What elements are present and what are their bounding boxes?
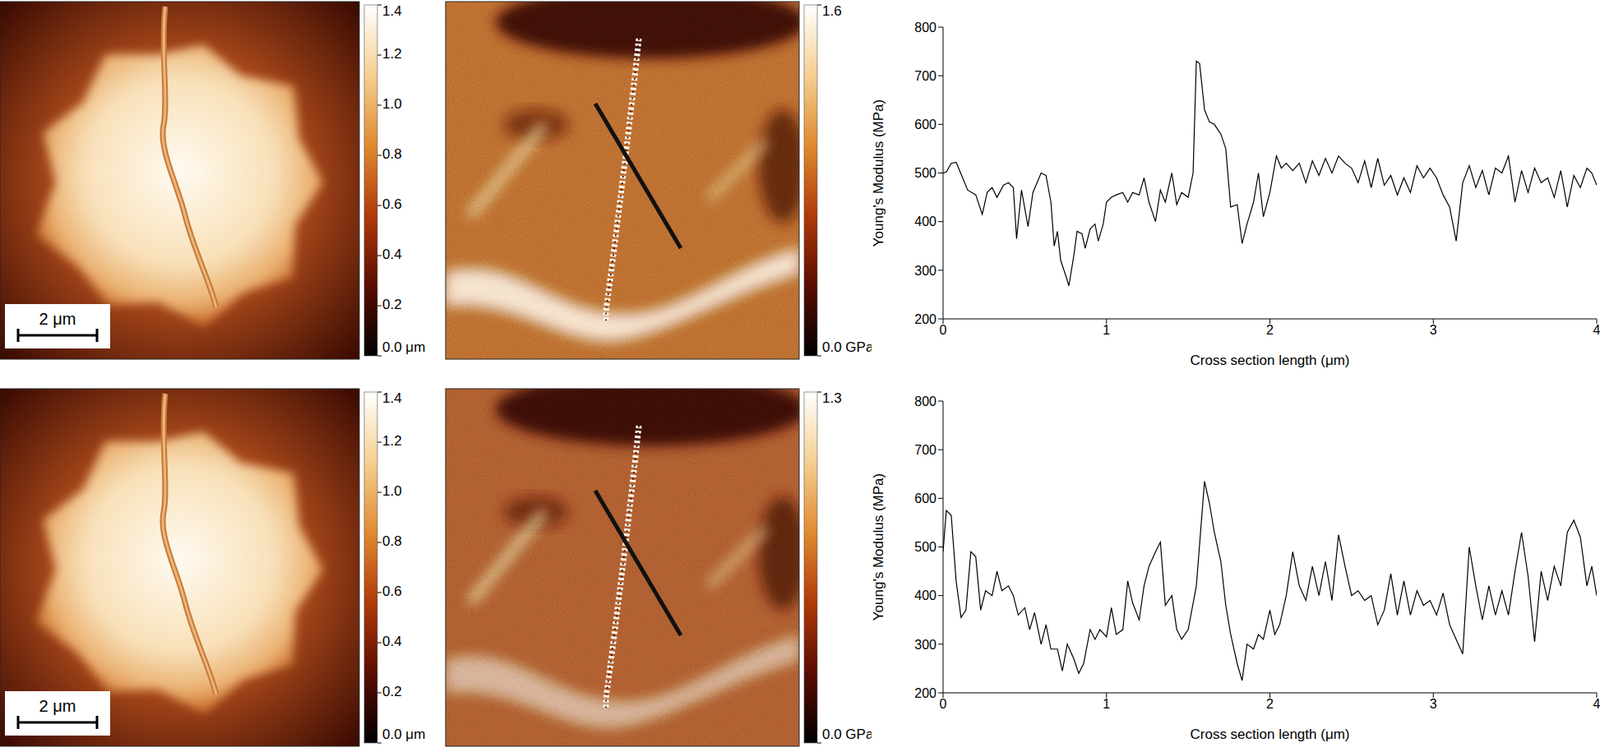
svg-text:0.0 μm: 0.0 μm [382, 726, 426, 743]
svg-text:0.0 GPa: 0.0 GPa [822, 339, 872, 356]
svg-text:0.0 μm: 0.0 μm [382, 339, 426, 356]
svg-text:0.6: 0.6 [382, 583, 403, 600]
svg-text:Young's Modulus (MPa): Young's Modulus (MPa) [871, 99, 887, 247]
svg-text:1: 1 [1102, 697, 1110, 712]
svg-text:2 μm: 2 μm [39, 309, 77, 329]
svg-text:0: 0 [939, 697, 948, 712]
svg-text:600: 600 [914, 491, 937, 506]
svg-text:700: 700 [914, 443, 937, 458]
svg-text:1.4: 1.4 [382, 3, 403, 19]
svg-text:2 μm: 2 μm [39, 697, 77, 716]
svg-text:3: 3 [1429, 697, 1438, 712]
svg-text:300: 300 [914, 638, 937, 653]
svg-text:1.4: 1.4 [382, 390, 403, 407]
svg-text:0.8: 0.8 [382, 146, 403, 162]
svg-text:2: 2 [1266, 323, 1274, 338]
svg-text:0.8: 0.8 [382, 533, 403, 550]
svg-text:300: 300 [914, 263, 937, 278]
svg-text:1.2: 1.2 [382, 46, 403, 62]
svg-text:700: 700 [914, 69, 937, 84]
svg-text:0.4: 0.4 [382, 246, 403, 263]
svg-text:Cross section length (μm): Cross section length (μm) [1189, 352, 1350, 369]
svg-text:0: 0 [939, 323, 948, 338]
svg-text:4: 4 [1593, 697, 1595, 712]
svg-text:Young's Modulus (MPa): Young's Modulus (MPa) [871, 473, 887, 621]
svg-text:0.4: 0.4 [382, 633, 403, 650]
svg-text:3: 3 [1429, 323, 1438, 338]
svg-text:500: 500 [914, 540, 937, 555]
svg-text:600: 600 [914, 117, 937, 132]
svg-text:1.0: 1.0 [382, 96, 403, 112]
svg-text:0.2: 0.2 [382, 296, 403, 313]
svg-text:0.0 GPa: 0.0 GPa [822, 726, 872, 743]
svg-text:800: 800 [914, 394, 937, 409]
svg-text:400: 400 [914, 588, 937, 603]
svg-text:1.2: 1.2 [382, 433, 403, 449]
svg-text:0.6: 0.6 [382, 196, 403, 213]
svg-text:1.3: 1.3 [822, 390, 842, 407]
svg-text:500: 500 [914, 166, 937, 181]
svg-text:800: 800 [914, 20, 937, 35]
svg-text:2: 2 [1266, 697, 1274, 712]
svg-text:0.2: 0.2 [382, 684, 403, 700]
svg-text:200: 200 [914, 312, 937, 327]
svg-text:1.6: 1.6 [822, 3, 842, 19]
svg-text:1: 1 [1102, 323, 1110, 338]
svg-text:4: 4 [1593, 323, 1595, 338]
svg-text:400: 400 [914, 214, 937, 229]
svg-text:1.0: 1.0 [382, 483, 403, 500]
svg-text:200: 200 [914, 686, 937, 701]
svg-text:Cross section length (μm): Cross section length (μm) [1189, 726, 1350, 743]
